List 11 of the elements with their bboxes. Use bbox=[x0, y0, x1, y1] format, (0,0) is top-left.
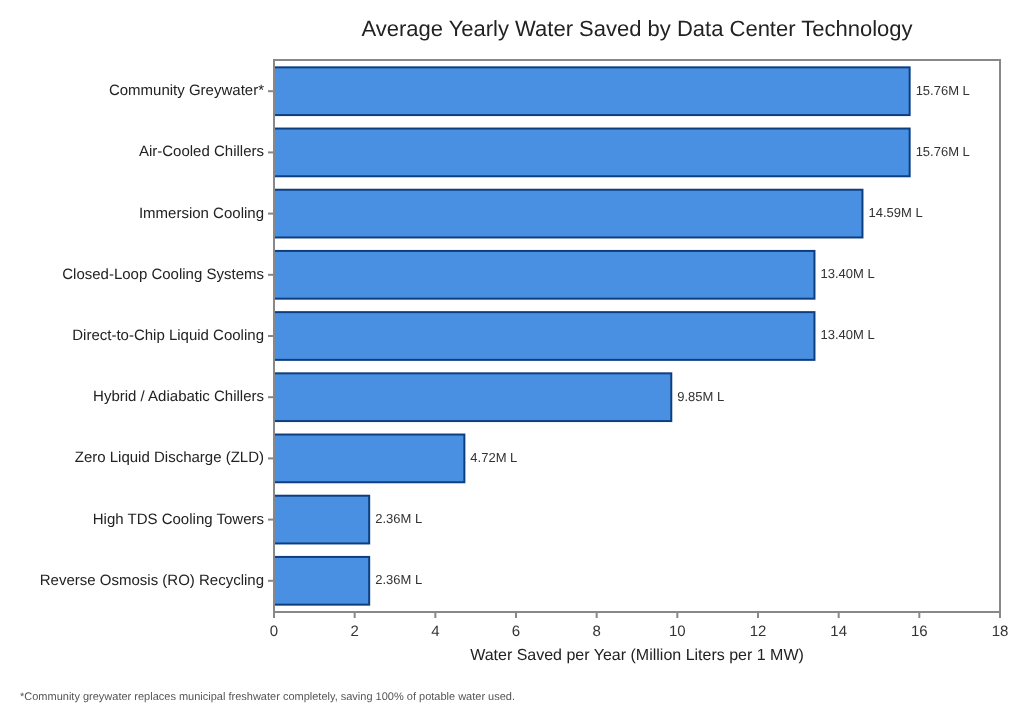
bar bbox=[273, 555, 371, 606]
bar bbox=[273, 494, 371, 545]
chart-title: Average Yearly Water Saved by Data Center Technology bbox=[361, 18, 914, 42]
bar bbox=[273, 372, 673, 423]
bar bbox=[273, 311, 816, 361]
bar bbox=[273, 249, 816, 300]
bar bbox=[273, 188, 864, 239]
bar bbox=[273, 433, 466, 484]
bar bbox=[273, 66, 911, 117]
x-axis-title: Water Saved per Year (Million Liters per 1 MW) bbox=[470, 646, 805, 664]
bar bbox=[273, 127, 911, 178]
